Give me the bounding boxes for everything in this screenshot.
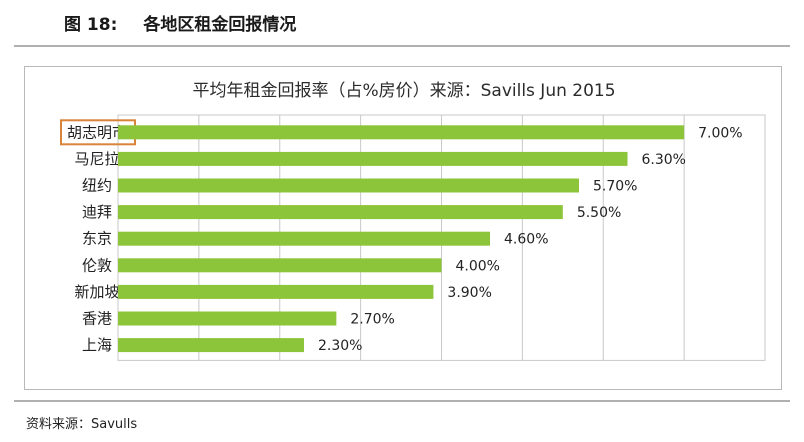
figure-title-text: 各地区租金回报情况 bbox=[143, 15, 297, 35]
figure-number: 图 18: bbox=[64, 15, 118, 35]
category-label: 伦敦 bbox=[82, 256, 112, 274]
bar bbox=[118, 338, 305, 353]
chart-frame: 平均年租金回报率（占%房价）来源：Savills Jun 2015 胡志明市 7.… bbox=[24, 66, 782, 390]
category-label: 上海 bbox=[82, 336, 112, 354]
chart-title: 平均年租金回报率（占%房价）来源：Savills Jun 2015 bbox=[192, 81, 616, 101]
bar-chart: 胡志明市 7.00% 马尼拉 6.30% 纽约 5.70% 迪拜 5.50% 东京 4.60% 伦敦… bbox=[60, 114, 766, 361]
category-label: 纽约 bbox=[82, 177, 112, 195]
data-label: 2.70% bbox=[350, 312, 394, 328]
source-divider bbox=[14, 400, 790, 402]
category-label: 香港 bbox=[82, 310, 112, 328]
bar bbox=[118, 258, 442, 273]
data-label: 4.60% bbox=[504, 232, 548, 248]
bar bbox=[118, 205, 563, 220]
bar bbox=[118, 311, 337, 326]
data-label: 5.50% bbox=[577, 205, 621, 221]
category-label: 迪拜 bbox=[82, 203, 112, 221]
bar bbox=[118, 125, 685, 140]
category-label: 新加坡 bbox=[74, 283, 119, 301]
bar bbox=[118, 284, 434, 299]
category-label: 胡志明市 bbox=[67, 123, 127, 141]
data-label: 4.00% bbox=[456, 258, 500, 274]
source-note: 资料来源：Savulls bbox=[26, 417, 138, 432]
data-label: 7.00% bbox=[698, 125, 742, 141]
bar bbox=[118, 151, 628, 166]
data-label: 5.70% bbox=[593, 179, 637, 195]
data-label: 2.30% bbox=[318, 338, 362, 354]
data-label: 3.90% bbox=[447, 285, 491, 301]
figure-title: 图 18: 各地区租金回报情况 bbox=[64, 10, 296, 35]
bar bbox=[118, 178, 579, 193]
category-label: 马尼拉 bbox=[74, 150, 119, 168]
bar bbox=[118, 231, 491, 246]
category-label: 东京 bbox=[82, 230, 112, 248]
data-label: 6.30% bbox=[642, 152, 686, 168]
title-divider bbox=[14, 45, 790, 47]
